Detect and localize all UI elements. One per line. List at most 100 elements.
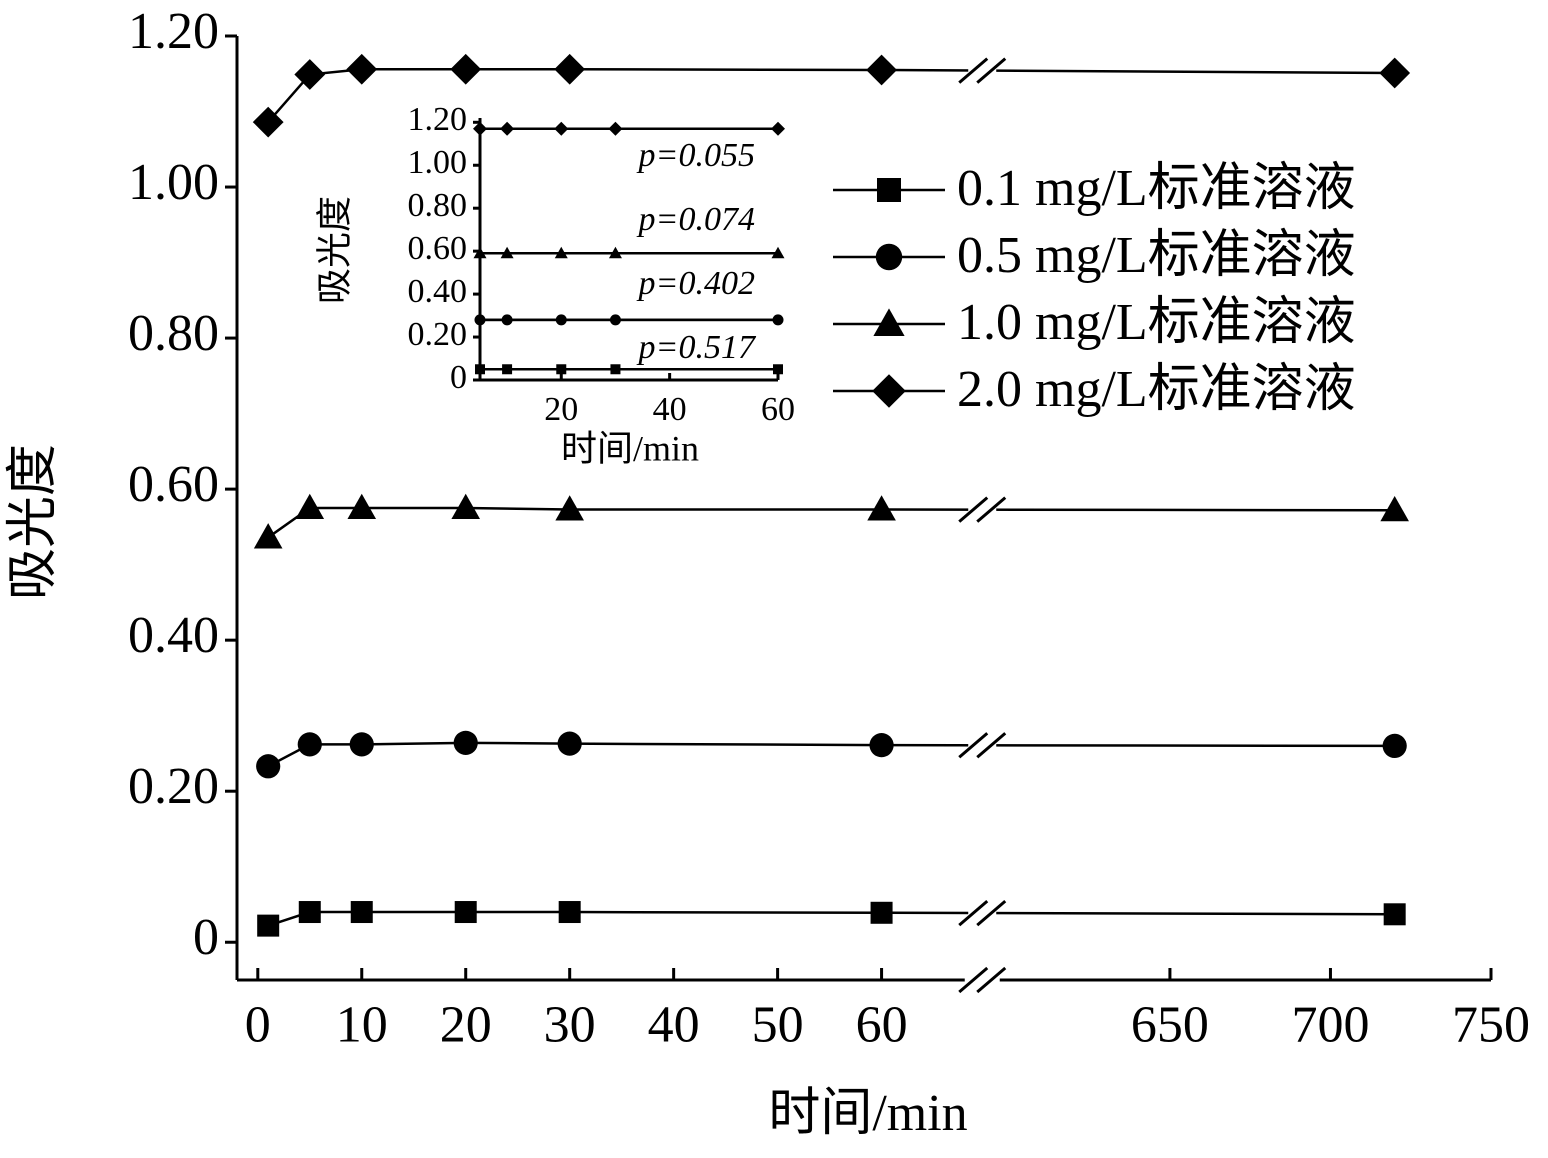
x-tick-label: 40 [653,391,687,428]
marker [257,914,280,937]
y-tick-label: 1.20 [408,101,468,138]
x-tick-label: 20 [544,391,578,428]
marker [349,732,374,757]
break-mark [958,899,989,927]
marker [555,314,567,326]
marker [554,121,569,136]
legend-marker [875,243,903,271]
break-mark [976,732,1007,759]
marker [253,523,283,549]
marker [866,54,897,86]
annotation: p=0.074 [637,201,755,238]
marker [1383,903,1406,926]
break-mark [958,57,989,84]
marker [554,53,586,85]
marker [453,730,478,755]
annotation: p=0.055 [637,137,755,174]
legend-label: 1.0 mg/L标准溶液 [957,294,1356,351]
marker [771,121,785,136]
y-tick-label: 0 [193,909,219,966]
break-mark [976,496,1007,523]
y-tick-label: 0 [450,359,467,396]
legend-label: 0.5 mg/L标准溶液 [957,227,1356,284]
y-tick-label: 0.60 [408,230,468,267]
marker [556,364,567,375]
marker [474,314,486,326]
marker [869,733,894,758]
marker [610,364,621,375]
break-mark [976,57,1007,84]
x-tick-label: 10 [336,996,388,1053]
y-tick-label: 0.40 [408,273,468,310]
marker [771,246,785,259]
legend-label: 2.0 mg/L标准溶液 [957,361,1356,418]
marker [350,901,373,924]
x-tick-label: 60 [761,391,795,428]
x-tick-label: 60 [856,996,908,1053]
marker [294,59,326,90]
marker [554,246,568,259]
marker [558,901,581,924]
marker [501,314,513,326]
y-tick-label: 0.20 [408,316,468,353]
marker [473,246,487,259]
break-mark [958,496,989,523]
y-tick-label: 1.00 [408,144,468,181]
marker [473,121,487,136]
x-tick-label: 0 [245,996,271,1053]
marker [608,121,623,136]
y-tick-label: 0.60 [128,456,219,513]
legend-label: 0.1 mg/L标准溶液 [957,160,1356,217]
y-axis-title: 吸光度 [5,444,62,600]
legend-marker [877,178,901,202]
marker [295,493,325,519]
break-mark [958,966,989,994]
x-tick-label: 20 [440,996,492,1053]
marker [555,495,584,521]
x-tick-label: 50 [752,996,804,1053]
marker [298,901,321,924]
inset-x-axis-title: 时间/min [561,428,699,468]
marker [475,364,485,375]
break-mark [958,732,989,759]
marker [1380,495,1409,522]
x-tick-label: 750 [1452,996,1530,1053]
marker [1382,733,1407,758]
x-tick-label: 650 [1131,996,1209,1053]
marker [867,495,896,521]
y-tick-label: 1.00 [128,154,219,211]
legend-marker [873,308,905,336]
x-axis-title: 时间/min [768,1085,967,1142]
marker [297,732,322,757]
annotation: p=0.402 [637,265,755,302]
marker [500,246,514,259]
break-mark [976,899,1007,927]
inset-y-axis-title: 吸光度 [314,196,354,304]
marker [256,754,281,779]
annotation: p=0.517 [637,329,757,366]
marker [252,106,284,138]
marker [609,314,621,326]
x-tick-label: 700 [1291,996,1369,1053]
marker [451,493,481,519]
marker [502,364,513,375]
y-tick-label: 0.80 [408,187,468,224]
marker [608,246,622,259]
marker [773,364,783,375]
break-mark [976,966,1007,994]
marker [1379,57,1411,89]
marker [557,731,582,756]
y-tick-label: 0.20 [128,758,219,815]
marker [772,314,784,326]
marker [500,121,515,136]
marker [870,901,893,924]
marker [454,901,477,924]
marker [347,493,377,519]
x-tick-label: 40 [648,996,700,1053]
x-tick-label: 30 [544,996,596,1053]
y-tick-label: 0.80 [128,305,219,362]
marker [346,53,378,85]
legend-marker [872,374,906,408]
